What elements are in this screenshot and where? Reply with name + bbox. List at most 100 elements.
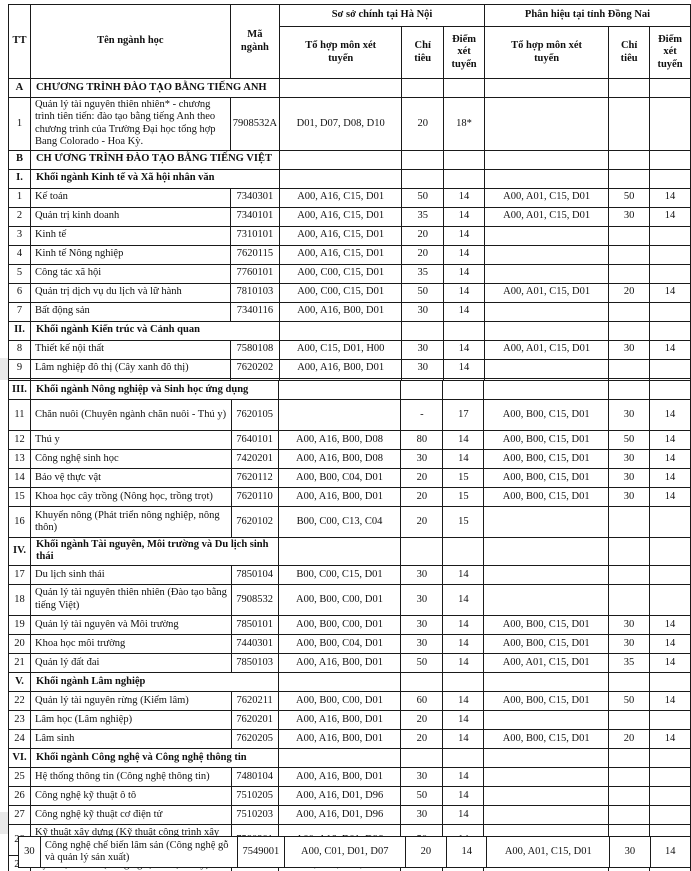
cell-dongnai-combination: A00, B00, C15, D01 [483,468,610,488]
cell-hanoi-quota: 50 [401,187,445,208]
table-row: 17 Du lịch sinh thái 7850104 B00, C00, C15,… [8,564,691,585]
section-label: Khối ngành Công nghệ và Công nghệ thông … [29,747,279,768]
cell-dongnai-combination [483,583,610,616]
cell-dongnai-combination [483,97,610,151]
cell-hanoi-quota: 35 [401,206,445,227]
table-block-2: III. Khối ngành Nông nghiệp và Sinh học ứ… [8,380,691,871]
section-label: Khối ngành Lâm nghiệp [29,671,279,692]
cell-tt: 6 [8,282,31,303]
section-header-row: IV. Khối ngành Tài nguyên, Môi trường và … [8,537,691,566]
cell-tt: 22 [8,690,31,711]
cell-program-code: 7620201 [230,709,279,730]
cell-dongnai-combination: A00, B00, C15, D01 [483,487,610,507]
cell-dongnai-quota: 30 [608,206,651,227]
section-empty-cell [279,320,403,341]
cell-dongnai-score: 14 [649,728,691,749]
section-empty-cell [442,537,485,566]
section-empty-cell [608,747,650,768]
cell-hanoi-score: 14 [443,225,485,246]
section-empty-cell [483,78,610,98]
cell-tt: 1 [8,187,31,208]
cell-program-code: 7850101 [230,614,279,635]
section-number: VI. [8,747,31,768]
cell-hanoi-combination: A00, A16, B00, D01 [277,652,402,673]
cell-program-name: Công nghệ kỹ thuật cơ điện tử [29,804,232,825]
cell-tt: 21 [8,652,31,673]
cell-hanoi-quota: 20 [400,506,444,538]
section-empty-cell [608,78,651,98]
cell-dongnai-score: 14 [649,187,691,208]
cell-program-name: Bất động sản [29,301,231,322]
cell-dongnai-quota: 30 [608,399,650,431]
cell-tt: 16 [8,506,31,538]
section-number: A [8,78,31,98]
cell-tt: 12 [8,430,31,450]
cell-program-code: 7850103 [230,652,279,673]
cell-dongnai-score: 14 [649,430,691,450]
comb-line2-dn: tuyển [534,52,560,64]
cell-tt: 17 [8,564,31,585]
cell-dongnai-score: 14 [649,633,691,654]
cell-dongnai-score: 14 [649,614,691,635]
cell-dongnai-quota [608,244,651,265]
cell-hanoi-score: 14 [443,339,485,360]
cell-program-name: Du lịch sinh thái [29,564,232,585]
cell-hanoi-score: 14 [442,804,485,825]
comb-line2-hn: tuyển [328,52,354,64]
cell-hanoi-score: 14 [443,282,485,303]
cell-program-code: 7580108 [229,339,281,360]
cell-hanoi-score: 14 [443,301,485,322]
section-empty-cell [443,149,485,170]
table-header-group: TT Tên ngành học Mã ngành Sơ sở chính tạ… [8,4,691,79]
section-empty-cell [649,168,691,189]
cell-dongnai-combination [483,785,610,806]
cell-tt: 24 [8,728,31,749]
cell-hanoi-quota: 30 [401,358,445,379]
table-row: 21 Quản lý đất đai 7850103 A00, A16, B00, D… [8,652,691,673]
table-row: 24 Lâm sinh 7620205 A00, A16, B00, D01 20 14 A… [8,728,691,749]
cell-dongnai-quota [608,358,651,379]
score-line3-dn: tuyển [657,58,683,70]
cell-hanoi-score: 14 [442,728,485,749]
section-header-row: II. Khối ngành Kiến trúc và Cảnh quan [8,320,691,341]
section-empty-cell [400,380,444,400]
cell-hanoi-score: 14 [443,187,485,208]
cell-program-name: Quản lý tài nguyên rừng (Kiểm lâm) [29,690,232,711]
cell-tt: 11 [8,399,31,431]
cell-program-code: 7310101 [229,225,281,246]
cell-hanoi-combination: A00, A16, D01, D96 [277,804,402,825]
cell-dongnai-combination [483,301,610,322]
table-row: 4 Kinh tế Nông nghiệp 7620115 A00, A16, C15… [8,244,691,265]
cell-hanoi-combination: B00, C00, C15, D01 [277,564,402,585]
cell-tt: 15 [8,487,31,507]
table-body-part-3: 30 Công nghệ chế biến lâm sản (Công nghệ … [18,836,691,868]
cell-dongnai-score [649,804,691,825]
cell-program-code: 7850104 [230,564,279,585]
cell-program-code: 7620205 [230,728,279,749]
table-row: 15 Khoa học cây trồng (Nông học, trồng tr… [8,487,691,507]
cell-dongnai-score: 14 [649,282,691,303]
cell-dongnai-quota [608,225,651,246]
section-empty-cell [277,537,402,566]
cell-dongnai-combination: A00, B00, C15, D01 [483,633,610,654]
section-empty-cell [279,168,403,189]
section-number: V. [8,671,31,692]
cell-dongnai-combination [483,225,610,246]
cell-program-code: 7340116 [229,301,281,322]
cell-hanoi-score: 14 [442,449,485,469]
cell-dongnai-score [649,583,691,616]
cell-hanoi-quota: 30 [400,766,444,787]
section-empty-cell [649,380,691,400]
section-label: Khối ngành Nông nghiệp và Sinh học ứng d… [29,380,279,400]
cell-hanoi-score: 14 [442,614,485,635]
table-block-3: 30 Công nghệ chế biến lâm sản (Công nghệ … [18,836,691,868]
section-empty-cell [277,747,402,768]
cell-hanoi-quota: 80 [400,430,444,450]
section-empty-cell [401,168,445,189]
section-header-row: A CHƯƠNG TRÌNH ĐÀO TẠO BẰNG TIẾNG ANH [8,78,691,98]
cell-tt: 18 [8,583,31,616]
cell-dongnai-combination: A00, B00, C15, D01 [483,728,610,749]
section-header-row: VI. Khối ngành Công nghệ và Công nghệ thô… [8,747,691,768]
cell-program-code: 7340301 [229,187,281,208]
cell-program-name: Kinh tế Nông nghiệp [29,244,231,265]
